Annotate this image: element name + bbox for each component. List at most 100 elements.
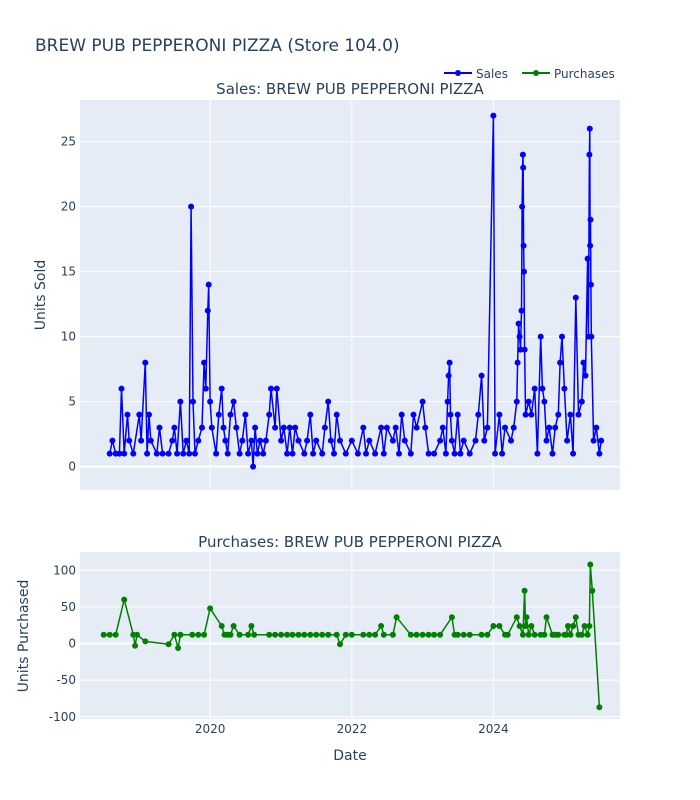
purchases-point [513, 614, 520, 621]
sales-point [521, 346, 528, 353]
purchases-point [142, 638, 149, 645]
sales-point [419, 398, 426, 405]
sales-point [528, 411, 535, 418]
sales-point [444, 398, 451, 405]
purchases-point [177, 631, 184, 638]
purchases-point [587, 561, 594, 568]
sales-point [520, 164, 527, 171]
purchases-point [307, 631, 314, 638]
purchases-point [112, 631, 119, 638]
sales-point [266, 411, 273, 418]
sales-point [307, 411, 314, 418]
sales-point [165, 450, 172, 457]
purchases-point [525, 631, 532, 638]
sales-point [590, 437, 597, 444]
purchases-point [278, 631, 285, 638]
sales-point [220, 424, 227, 431]
purchases-point [348, 631, 355, 638]
purchases-point [372, 631, 379, 638]
x-axis-label: Date [333, 748, 366, 764]
sales-point [239, 437, 246, 444]
purchases-y-axis-label: Units Purchased [16, 580, 32, 693]
sales-point [138, 437, 145, 444]
purchases-point [366, 631, 373, 638]
sales-point [366, 437, 373, 444]
sales-point [445, 372, 452, 379]
sales-point [383, 424, 390, 431]
sales-point [177, 398, 184, 405]
y-tick-label: 100 [53, 563, 76, 577]
sales-point [248, 437, 255, 444]
purchases-point [437, 631, 444, 638]
sales-point [174, 450, 181, 457]
purchases-point [121, 596, 128, 603]
sales-point [575, 411, 582, 418]
sales-subplot-title: Sales: BREW PUB PEPPERONI PIZZA [216, 80, 484, 98]
sales-point [342, 450, 349, 457]
purchases-point [289, 631, 296, 638]
sales-point [295, 437, 302, 444]
purchases-point [425, 631, 432, 638]
legend-item-sales[interactable]: Sales [444, 67, 508, 81]
sales-point [515, 320, 522, 327]
sales-point [531, 385, 538, 392]
sales-plot-area [80, 100, 620, 490]
sales-point [126, 437, 133, 444]
purchases-point [165, 641, 172, 648]
sales-point [492, 450, 499, 457]
sales-point [584, 255, 591, 262]
sales-point [514, 359, 521, 366]
sales-point [199, 424, 205, 431]
sales-point [301, 450, 308, 457]
purchases-point [478, 631, 485, 638]
sales-point [260, 450, 267, 457]
sales-point [360, 424, 367, 431]
sales-point [555, 411, 562, 418]
sales-point [519, 203, 526, 210]
sales-point [552, 424, 559, 431]
sales-point [116, 450, 123, 457]
purchases-point [227, 631, 234, 638]
sales-point [201, 359, 208, 366]
purchases-point [448, 614, 455, 621]
purchases-point [378, 623, 385, 629]
purchases-point [567, 631, 574, 638]
sales-point [321, 424, 328, 431]
purchases-point [201, 631, 208, 638]
purchases-point [490, 623, 497, 629]
sales-point [169, 437, 176, 444]
purchases-point [100, 631, 107, 638]
sales-point [413, 424, 420, 431]
legend-item-purchases[interactable]: Purchases [522, 67, 615, 81]
purchases-point [132, 642, 139, 649]
x-tick-label: 2020 [195, 722, 226, 736]
sales-point [407, 450, 414, 457]
sales-point [233, 424, 240, 431]
sales-point [543, 437, 550, 444]
sales-point [598, 437, 605, 444]
sales-point [534, 450, 541, 457]
purchases-point [431, 631, 438, 638]
sales-point [222, 437, 229, 444]
purchases-point [484, 631, 491, 638]
sales-point [549, 450, 556, 457]
y-tick-label: -100 [49, 710, 76, 724]
sales-point [363, 450, 369, 457]
legend-label-sales: Sales [476, 67, 508, 81]
sales-point [490, 112, 497, 119]
sales-point [250, 463, 257, 470]
sales-point [517, 346, 524, 353]
sales-point [572, 294, 579, 301]
sales-point [337, 437, 343, 444]
y-tick-label: 15 [61, 265, 76, 279]
sales-point [481, 437, 488, 444]
sales-point [171, 424, 178, 431]
sales-point [502, 424, 508, 431]
sales-point [284, 450, 291, 457]
sales-point [273, 385, 280, 392]
purchases-point [578, 631, 585, 638]
purchases-point [570, 623, 577, 629]
sales-point [245, 450, 252, 457]
sales-point [587, 216, 594, 223]
